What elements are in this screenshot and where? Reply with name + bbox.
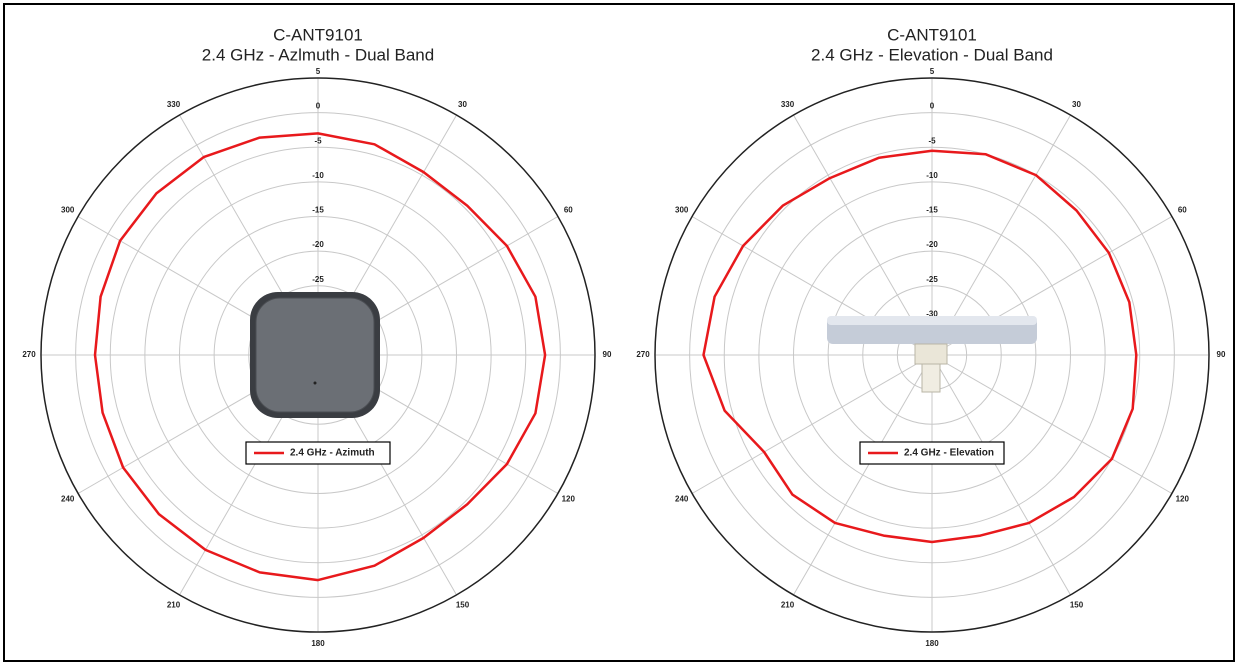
pattern-line bbox=[702, 149, 1138, 544]
angle-tick-label: 60 bbox=[1178, 206, 1187, 215]
grid-ring bbox=[75, 112, 561, 598]
angle-tick-label: 150 bbox=[456, 600, 470, 609]
grid-ring bbox=[723, 146, 1141, 564]
radial-tick-label: -10 bbox=[312, 171, 324, 180]
angle-tick-label: 180 bbox=[925, 639, 939, 648]
frame bbox=[3, 3, 1235, 662]
angle-tick-label: 210 bbox=[167, 600, 181, 609]
grid-ring bbox=[689, 112, 1175, 598]
device-led bbox=[313, 381, 317, 385]
radial-tick-label: -20 bbox=[312, 240, 324, 249]
angle-tick-label: 120 bbox=[562, 495, 576, 504]
angle-tick-label: 30 bbox=[1072, 100, 1081, 109]
outer-ring bbox=[40, 77, 596, 633]
radial-tick-label: -10 bbox=[926, 171, 938, 180]
grid-ring bbox=[248, 285, 388, 425]
grid-ring bbox=[144, 181, 492, 529]
chart-subtitle: 2.4 GHz - Elevation - Dual Band bbox=[811, 45, 1053, 64]
radial-tick-label: -30 bbox=[926, 309, 938, 318]
angle-tick-label: 210 bbox=[781, 600, 795, 609]
legend-box bbox=[245, 441, 391, 465]
pattern-line bbox=[93, 132, 547, 582]
chart-title: C-ANT9101 bbox=[273, 25, 363, 44]
angle-tick-label: 240 bbox=[675, 495, 689, 504]
angle-tick-label: 240 bbox=[61, 495, 75, 504]
chart-title: C-ANT9101 bbox=[887, 25, 977, 44]
angle-tick-label: 120 bbox=[1176, 495, 1190, 504]
radial-tick-label: -25 bbox=[312, 275, 324, 284]
device-elevation-mount bbox=[914, 343, 948, 365]
legend-box bbox=[859, 441, 1005, 465]
angle-tick-label: 270 bbox=[22, 350, 36, 359]
angle-tick-label: 180 bbox=[311, 639, 325, 648]
chart-subtitle: 2.4 GHz - Azlmuth - Dual Band bbox=[202, 45, 434, 64]
radial-tick-label: -25 bbox=[926, 275, 938, 284]
angle-tick-label: 270 bbox=[636, 350, 650, 359]
radial-tick-label: 0 bbox=[316, 102, 321, 111]
angle-tick-label: 150 bbox=[1070, 600, 1084, 609]
device-images bbox=[250, 292, 1037, 418]
legend-label: 2.4 GHz - Azimuth bbox=[290, 448, 375, 459]
radial-tick-label: 5 bbox=[316, 67, 321, 76]
legend-label: 2.4 GHz - Elevation bbox=[904, 448, 994, 459]
grid-ring bbox=[179, 216, 457, 494]
radial-tick-label: -15 bbox=[926, 206, 938, 215]
radial-tick-label: 5 bbox=[930, 67, 935, 76]
radial-tick-label: -5 bbox=[314, 136, 322, 145]
angle-tick-label: 60 bbox=[564, 206, 573, 215]
radial-tick-label: -20 bbox=[926, 240, 938, 249]
outer-ring bbox=[654, 77, 1210, 633]
radial-tick-label: -5 bbox=[928, 136, 936, 145]
device-elevation-stem bbox=[921, 363, 941, 393]
angle-tick-label: 30 bbox=[458, 100, 467, 109]
grid-ring bbox=[109, 146, 527, 564]
angle-tick-label: 300 bbox=[675, 206, 689, 215]
angle-tick-label: 330 bbox=[167, 100, 181, 109]
grid-ring bbox=[862, 285, 1002, 425]
grid-ring bbox=[793, 216, 1071, 494]
angle-tick-label: 330 bbox=[781, 100, 795, 109]
device-elevation-top bbox=[827, 316, 1037, 325]
radial-tick-label: -15 bbox=[312, 206, 324, 215]
device-azimuth-face bbox=[255, 297, 375, 413]
radial-tick-label: 0 bbox=[930, 102, 935, 111]
angle-tick-label: 90 bbox=[603, 350, 612, 359]
angle-tick-label: 300 bbox=[61, 206, 75, 215]
angle-tick-label: 90 bbox=[1217, 350, 1226, 359]
grid-ring bbox=[758, 181, 1106, 529]
